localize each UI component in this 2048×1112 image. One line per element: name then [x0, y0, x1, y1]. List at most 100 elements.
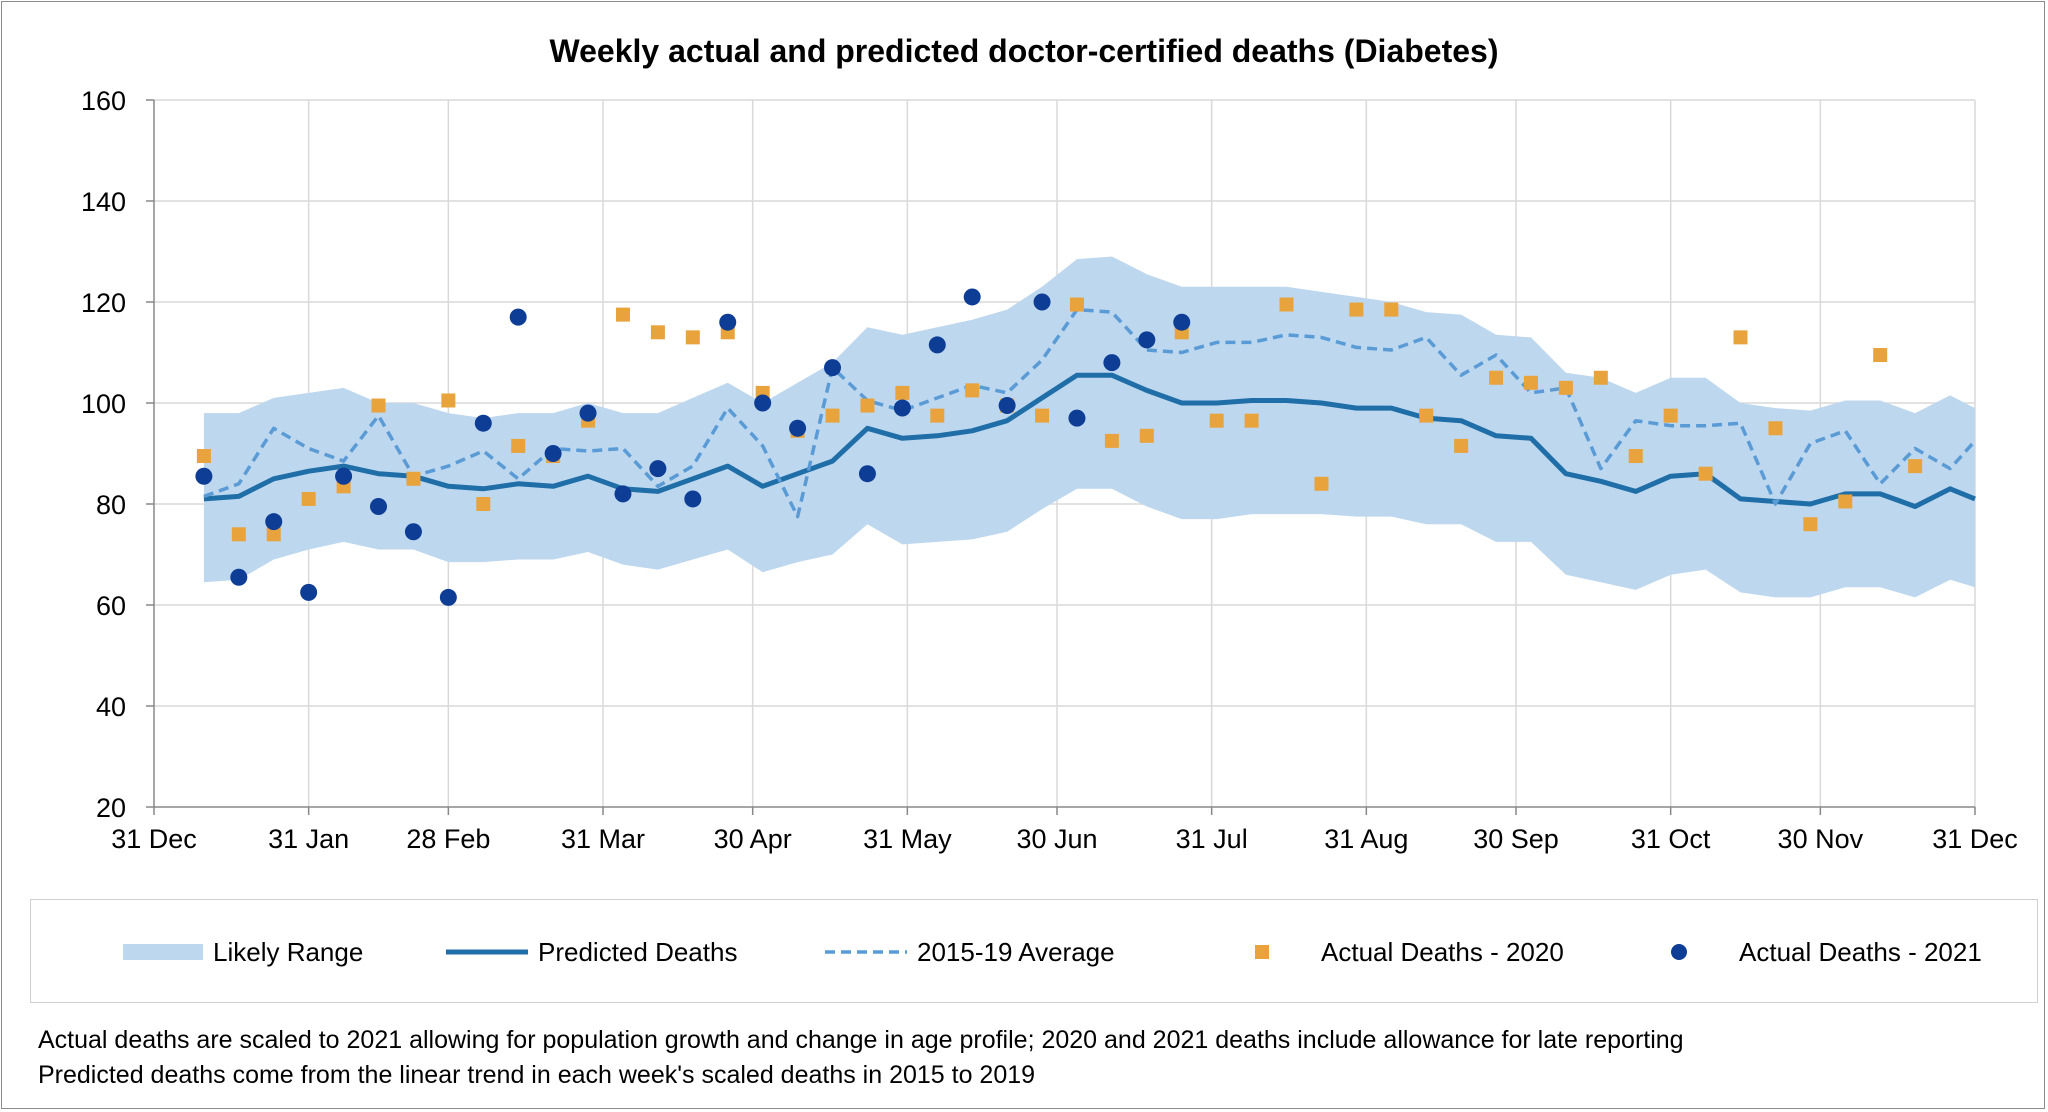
x-tick-label: 30 Sep: [1473, 824, 1559, 854]
actual-deaths-2020-point: [231, 527, 246, 542]
actual-2020-swatch: [1255, 945, 1269, 959]
legend-label-actual-2020: Actual Deaths - 2020: [1321, 936, 1564, 967]
actual-deaths-2020-point: [406, 471, 421, 486]
actual-deaths-2020-point: [1523, 375, 1538, 390]
actual-deaths-2021-point: [1103, 354, 1121, 372]
y-tick-label: 60: [96, 591, 126, 621]
line-layer: [203, 307, 1977, 519]
actual-deaths-2021-point: [579, 404, 597, 422]
actual-deaths-2021-point: [439, 588, 457, 606]
actual-deaths-2020-point: [1768, 421, 1783, 436]
marker-layer: [195, 288, 1923, 606]
legend-label-predicted-deaths: Predicted Deaths: [538, 936, 738, 967]
actual-deaths-2020-point: [650, 325, 665, 340]
actual-deaths-2020-point: [511, 438, 526, 453]
x-tick-label: 31 Dec: [111, 824, 197, 854]
x-tick-label: 31 Jan: [268, 824, 349, 854]
actual-deaths-2020-point: [1628, 449, 1643, 464]
actual-deaths-2020-point: [266, 527, 281, 542]
legend-item-likely-range: Likely Range: [123, 900, 363, 1004]
legend-item-2015-19-average: 2015-19 Average: [825, 900, 1115, 1004]
actual-deaths-2020-point: [615, 307, 630, 322]
actual-deaths-2021-point: [544, 445, 562, 462]
y-tick-label: 40: [96, 692, 126, 722]
predicted-deaths-line: [203, 372, 1976, 509]
actual-deaths-2020-point: [1698, 466, 1713, 481]
y-tick-label: 80: [96, 490, 126, 520]
actual-deaths-2021-point: [335, 467, 353, 485]
actual-deaths-2021-point: [998, 397, 1016, 415]
legend-label-likely-range: Likely Range: [213, 936, 364, 967]
actual-deaths-2021-point: [474, 414, 492, 432]
likely-range-swatch: [123, 944, 203, 960]
actual-deaths-2020-point: [441, 393, 456, 408]
y-tick-label: 120: [81, 288, 126, 318]
legend-item-predicted-deaths: Predicted Deaths: [446, 900, 737, 1004]
actual-deaths-2021-point: [719, 313, 737, 331]
actual-deaths-2020-point: [685, 330, 700, 345]
actual-deaths-2020-point: [1035, 408, 1050, 423]
y-tick-label: 160: [81, 86, 126, 116]
y-tick-label: 100: [81, 389, 126, 419]
actual-deaths-2021-point: [509, 308, 527, 326]
actual-deaths-2020-point: [1838, 494, 1853, 509]
actual-deaths-2021-point: [858, 465, 876, 483]
x-tick-label: 31 Mar: [561, 824, 645, 854]
actual-deaths-2020-point: [1593, 370, 1608, 385]
actual-deaths-2020-point: [1069, 297, 1084, 312]
actual-deaths-2021-point: [1068, 409, 1086, 427]
x-tick-label: 30 Nov: [1778, 824, 1864, 854]
actual-deaths-2020-point: [965, 383, 980, 398]
actual-deaths-2021-point: [684, 490, 702, 508]
x-tick-label: 30 Apr: [714, 824, 792, 854]
actual-deaths-2021-point: [370, 498, 388, 516]
actual-deaths-2020-point: [825, 408, 840, 423]
actual-deaths-2020-point: [1314, 476, 1329, 491]
actual-deaths-2021-point: [614, 485, 632, 503]
actual-deaths-2021-point: [404, 523, 422, 541]
actual-deaths-2020-point: [1489, 370, 1504, 385]
actual-deaths-2021-point: [893, 399, 911, 417]
actual-deaths-2020-point: [1908, 459, 1923, 474]
actual-deaths-2020-point: [196, 449, 211, 464]
x-tick-label: 30 Jun: [1016, 824, 1097, 854]
actual-deaths-2020-point: [1558, 380, 1573, 395]
actual-deaths-2020-point: [930, 408, 945, 423]
x-tick-label: 31 Jul: [1176, 824, 1248, 854]
actual-deaths-2020-point: [1139, 428, 1154, 443]
actual-deaths-2021-point: [754, 394, 772, 412]
2015-19-average-line: [203, 307, 1977, 519]
actual-deaths-2021-point: [195, 467, 213, 485]
footnote-scaling: Actual deaths are scaled to 2021 allowin…: [38, 1026, 1684, 1054]
actual-deaths-2021-point: [789, 419, 807, 437]
y-tick-label: 20: [96, 793, 126, 823]
actual-deaths-2020-point: [1733, 330, 1748, 345]
actual-deaths-2020-point: [371, 398, 386, 413]
actual-deaths-2021-point: [824, 359, 842, 377]
actual-deaths-2020-point: [1244, 413, 1259, 428]
actual-deaths-2021-point: [963, 288, 981, 306]
likely-range-band-layer: [203, 256, 1975, 598]
x-tick-label: 31 May: [863, 824, 952, 854]
legend-item-actual-2020: Actual Deaths - 2020: [1235, 900, 1564, 1004]
actual-deaths-2020-point: [1803, 517, 1818, 532]
y-tick-label: 140: [81, 187, 126, 217]
predicted-deaths-swatch: [446, 949, 528, 955]
x-tick-label: 31 Aug: [1324, 824, 1408, 854]
actual-deaths-2021-point: [928, 336, 946, 354]
actual-deaths-2021-point: [649, 460, 667, 478]
actual-deaths-2021-point: [1033, 293, 1051, 311]
actual-deaths-2020-point: [1349, 302, 1364, 317]
actual-deaths-2021-point: [300, 583, 318, 601]
actual-deaths-2021-point: [265, 513, 283, 531]
actual-2021-swatch: [1671, 944, 1687, 960]
actual-deaths-2020-point: [1873, 348, 1888, 363]
x-tick-label: 31 Oct: [1631, 824, 1711, 854]
chart-legend: Likely Range Predicted Deaths 2015-19 Av…: [30, 899, 2038, 1003]
footnote-prediction: Predicted deaths come from the linear tr…: [38, 1061, 1036, 1089]
x-tick-label: 31 Dec: [1932, 824, 2018, 854]
actual-deaths-2021-point: [1138, 331, 1156, 349]
actual-deaths-2020-point: [860, 398, 875, 413]
